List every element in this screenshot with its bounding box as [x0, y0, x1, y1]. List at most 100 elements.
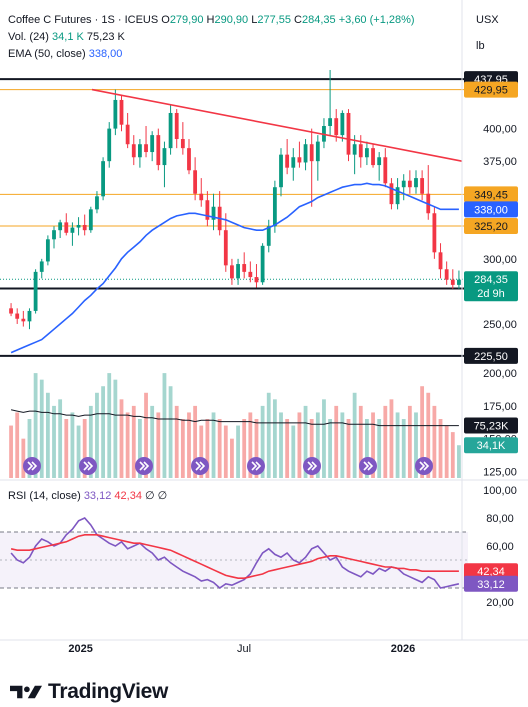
candle-body	[52, 230, 56, 240]
flash-arrow-icon	[23, 457, 41, 475]
candle-body	[15, 313, 20, 319]
volume-bar	[328, 419, 332, 478]
candle-body	[450, 279, 455, 285]
candle-body	[352, 144, 357, 155]
ema-badge: 338,00	[474, 204, 508, 216]
volume-bar	[254, 419, 259, 478]
candle-body	[131, 144, 136, 158]
low-label: L	[251, 14, 258, 26]
volume-bar	[365, 419, 369, 478]
candle-body	[315, 141, 320, 162]
rsi-na-1: ∅	[145, 490, 155, 502]
volume-bar	[223, 425, 228, 478]
price-tick-label: 250,00	[483, 319, 517, 331]
candle-body	[27, 310, 32, 322]
low-value: 277,55	[257, 14, 291, 26]
volume-value: 34,1 K	[52, 31, 84, 43]
last-price-badge: 284,35	[474, 274, 508, 286]
candle-body	[180, 139, 185, 149]
volume-bar	[107, 373, 112, 478]
unit-label[interactable]: lb	[476, 40, 485, 52]
candle-body	[377, 157, 382, 166]
volume-bar	[58, 399, 63, 478]
candle-body	[230, 265, 234, 279]
volume-bar	[205, 419, 210, 478]
candle-body	[438, 252, 443, 270]
candle-body	[291, 157, 296, 168]
volume-bar	[82, 419, 87, 478]
candle-body	[144, 144, 148, 153]
time-tick-label: Jul	[237, 643, 251, 655]
rsi-value: 33,12	[83, 490, 112, 502]
rsi-label: RSI (14, close)	[8, 490, 81, 502]
rsi-tick-label: 100,00	[483, 485, 517, 497]
rsi-line	[10, 517, 460, 590]
open-value: 279,90	[169, 14, 204, 26]
candle-body	[236, 264, 240, 279]
candle-body	[414, 178, 418, 188]
candle-body	[45, 239, 50, 262]
candle-body	[432, 213, 437, 253]
candle-body	[401, 180, 406, 188]
volume-bar	[303, 405, 308, 478]
candle-body	[340, 112, 345, 136]
event-arrow	[139, 461, 150, 471]
volume-bar	[450, 432, 455, 478]
volume-bar	[346, 419, 351, 478]
volume-bar	[138, 419, 142, 478]
legend-volume-row[interactable]: Vol. (24) 34,1 K 75,23 K	[8, 30, 125, 44]
volume-bar	[76, 425, 81, 478]
candle-body	[101, 161, 105, 197]
symbol-title[interactable]: Coffee C Futures · 1S · ICEUS	[8, 14, 159, 26]
candle-body	[33, 271, 38, 311]
event-arrow	[363, 461, 374, 471]
candle-body	[205, 200, 210, 220]
candle-body	[168, 112, 173, 149]
ema-badge-bg	[464, 201, 518, 218]
currency-label[interactable]: USX	[476, 14, 499, 26]
event-arrow	[195, 461, 206, 471]
volume-badge: 34,1K	[477, 440, 506, 452]
volume-bar	[340, 412, 345, 478]
candle-body	[119, 99, 124, 125]
candle-body	[260, 245, 265, 283]
volume-badge-bg	[464, 437, 518, 454]
volume-bar	[144, 392, 148, 478]
legend-rsi-row[interactable]: RSI (14, close) 33,12 42,34 ∅ ∅	[8, 489, 167, 503]
candle-body	[266, 226, 271, 246]
candle-body	[21, 318, 26, 322]
candle-body	[162, 148, 167, 166]
rsi-ma-line	[10, 534, 459, 579]
close-label: C	[294, 14, 302, 26]
volume-bar	[180, 419, 185, 478]
candle-body	[39, 261, 44, 272]
volume-bar	[358, 405, 363, 478]
rsi-badge-bg	[464, 575, 518, 592]
volume-bar	[272, 399, 277, 478]
candle-body	[187, 148, 191, 171]
volume-bar	[21, 438, 26, 478]
volume-bar	[187, 412, 191, 478]
volume-bar	[426, 392, 431, 478]
candle-body	[407, 180, 412, 188]
candle-body	[285, 154, 290, 168]
last-price-countdown: 2d 9h	[477, 288, 505, 300]
candle-body	[156, 135, 161, 166]
volume-bar	[260, 405, 265, 478]
tradingview-logo[interactable]: TradingView	[10, 680, 168, 704]
volume-bar	[309, 419, 314, 478]
volume-bar	[217, 419, 222, 478]
event-arrow	[307, 461, 318, 471]
volume-bar	[113, 379, 118, 478]
flash-arrow-icon	[191, 457, 209, 475]
volume-bar	[174, 405, 179, 478]
candle-body	[279, 154, 283, 188]
tradingview-logo-icon	[10, 685, 42, 699]
volume-bar	[162, 373, 167, 478]
event-arrow	[27, 461, 38, 471]
candle-body	[328, 118, 332, 126]
legend-ema-row[interactable]: EMA (50, close) 338,00	[8, 47, 122, 61]
volume-bar	[432, 405, 437, 478]
volume-bar	[64, 419, 69, 478]
flash-arrow-icon	[303, 457, 321, 475]
